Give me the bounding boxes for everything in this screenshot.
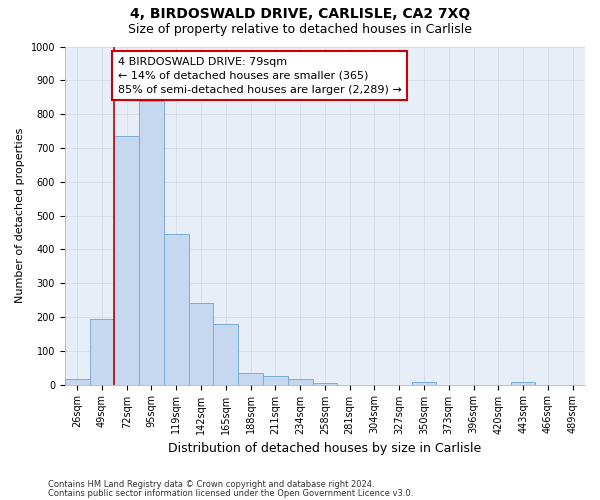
Bar [288,380,313,384]
Y-axis label: Number of detached properties: Number of detached properties [15,128,25,303]
Bar [313,383,337,384]
Bar [65,380,89,384]
Bar [263,376,288,384]
Bar [238,372,263,384]
Bar [115,136,139,384]
Bar [89,318,115,384]
Text: 4 BIRDOSWALD DRIVE: 79sqm
← 14% of detached houses are smaller (365)
85% of semi: 4 BIRDOSWALD DRIVE: 79sqm ← 14% of detac… [118,56,402,94]
Bar [511,382,535,384]
X-axis label: Distribution of detached houses by size in Carlisle: Distribution of detached houses by size … [168,442,482,455]
Text: Size of property relative to detached houses in Carlisle: Size of property relative to detached ho… [128,22,472,36]
Text: Contains public sector information licensed under the Open Government Licence v3: Contains public sector information licen… [48,488,413,498]
Bar [164,234,188,384]
Text: Contains HM Land Registry data © Crown copyright and database right 2024.: Contains HM Land Registry data © Crown c… [48,480,374,489]
Text: 4, BIRDOSWALD DRIVE, CARLISLE, CA2 7XQ: 4, BIRDOSWALD DRIVE, CARLISLE, CA2 7XQ [130,8,470,22]
Bar [214,324,238,384]
Bar [188,303,214,384]
Bar [412,382,436,384]
Bar [139,100,164,385]
